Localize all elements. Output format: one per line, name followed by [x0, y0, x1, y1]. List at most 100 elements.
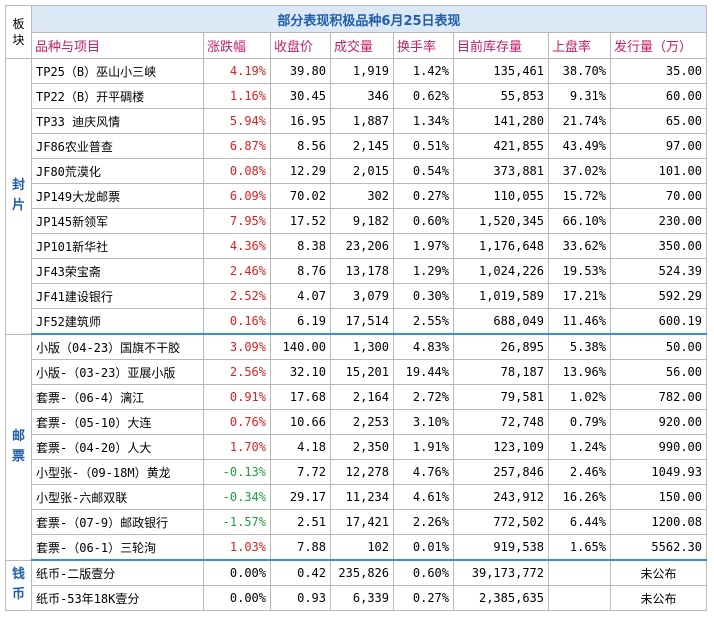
change-cell: 0.91%: [203, 384, 271, 410]
listing-rate-cell: 13.96%: [548, 359, 611, 385]
item-name-cell: TP22（B）开平碉楼: [31, 83, 204, 109]
volume-cell: 13,178: [330, 258, 394, 284]
listing-rate-cell: 17.21%: [548, 283, 611, 309]
header-stock: 目前库存量: [453, 32, 549, 59]
volume-cell: 17,421: [330, 509, 394, 535]
table-row: JP145新领军 7.95% 17.52 9,182 0.60% 1,520,345 66.…: [6, 208, 707, 234]
item-name-cell: 小型张-（09-18M）黄龙: [31, 459, 204, 485]
item-name-cell: 小型张-六邮双联: [31, 484, 204, 510]
listing-rate-cell: 16.26%: [548, 484, 611, 510]
change-cell: 1.03%: [203, 534, 271, 561]
change-cell: 2.52%: [203, 283, 271, 309]
change-cell: 1.16%: [203, 83, 271, 109]
turnover-cell: 1.91%: [393, 434, 454, 460]
sector-column-header: 板块: [5, 5, 32, 59]
issue-cell: 1200.08: [610, 509, 707, 535]
stock-cell: 39,173,772: [453, 559, 549, 586]
table-row: 纸币-53年18K壹分 0.00% 0.93 6,339 0.27% 2,385,635 未…: [6, 585, 707, 611]
close-price-cell: 0.42: [270, 559, 331, 586]
volume-cell: 1,887: [330, 108, 394, 134]
volume-cell: 3,079: [330, 283, 394, 309]
issue-cell: 990.00: [610, 434, 707, 460]
listing-rate-cell: 33.62%: [548, 233, 611, 259]
volume-cell: 2,253: [330, 409, 394, 435]
change-cell: 2.46%: [203, 258, 271, 284]
change-cell: 0.00%: [203, 559, 271, 586]
item-name-cell: JP101新华社: [31, 233, 204, 259]
listing-rate-cell: 1.02%: [548, 384, 611, 410]
item-name-cell: 套票-（07-9）邮政银行: [31, 509, 204, 535]
item-name-cell: JF52建筑师: [31, 308, 204, 335]
close-price-cell: 2.51: [270, 509, 331, 535]
turnover-cell: 0.27%: [393, 585, 454, 611]
item-name-cell: TP25（B）巫山小三峡: [31, 58, 204, 84]
volume-cell: 6,339: [330, 585, 394, 611]
listing-rate-cell: 15.72%: [548, 183, 611, 209]
listing-rate-cell: 19.53%: [548, 258, 611, 284]
turnover-cell: 0.30%: [393, 283, 454, 309]
issue-cell: 60.00: [610, 83, 707, 109]
table-row: 小型张-六邮双联 -0.34% 29.17 11,234 4.61% 243,912 16.…: [6, 484, 707, 510]
item-name-cell: 纸币-53年18K壹分: [31, 585, 204, 611]
turnover-cell: 0.51%: [393, 133, 454, 159]
volume-cell: 2,015: [330, 158, 394, 184]
volume-cell: 2,145: [330, 133, 394, 159]
close-price-cell: 7.72: [270, 459, 331, 485]
change-cell: 0.16%: [203, 308, 271, 335]
change-cell: 1.70%: [203, 434, 271, 460]
turnover-cell: 4.61%: [393, 484, 454, 510]
volume-cell: 9,182: [330, 208, 394, 234]
table-row: JF80荒漠化 0.08% 12.29 2,015 0.54% 373,881 37.02%…: [6, 158, 707, 184]
close-price-cell: 32.10: [270, 359, 331, 385]
close-price-cell: 8.76: [270, 258, 331, 284]
item-name-cell: 套票-（05-10）大连: [31, 409, 204, 435]
volume-cell: 11,234: [330, 484, 394, 510]
table-row: 小型张-（09-18M）黄龙 -0.13% 7.72 12,278 4.76% 257,8…: [6, 459, 707, 485]
turnover-cell: 4.83%: [393, 333, 454, 360]
stock-cell: 26,895: [453, 333, 549, 360]
change-cell: 0.08%: [203, 158, 271, 184]
turnover-cell: 0.60%: [393, 559, 454, 586]
volume-cell: 2,164: [330, 384, 394, 410]
listing-rate-cell: 5.38%: [548, 333, 611, 360]
change-cell: 2.56%: [203, 359, 271, 385]
header-close: 收盘价: [270, 32, 331, 59]
issue-cell: 65.00: [610, 108, 707, 134]
volume-cell: 23,206: [330, 233, 394, 259]
volume-cell: 15,201: [330, 359, 394, 385]
listing-rate-cell: 0.79%: [548, 409, 611, 435]
listing-rate-cell: 66.10%: [548, 208, 611, 234]
turnover-cell: 2.26%: [393, 509, 454, 535]
turnover-cell: 3.10%: [393, 409, 454, 435]
issue-cell: 782.00: [610, 384, 707, 410]
turnover-cell: 0.60%: [393, 208, 454, 234]
change-cell: -0.13%: [203, 459, 271, 485]
change-cell: -0.34%: [203, 484, 271, 510]
issue-cell: 70.00: [610, 183, 707, 209]
issue-cell: 920.00: [610, 409, 707, 435]
stock-cell: 373,881: [453, 158, 549, 184]
turnover-cell: 0.62%: [393, 83, 454, 109]
volume-cell: 346: [330, 83, 394, 109]
change-cell: 3.09%: [203, 333, 271, 360]
stock-cell: 55,853: [453, 83, 549, 109]
close-price-cell: 29.17: [270, 484, 331, 510]
change-cell: 4.36%: [203, 233, 271, 259]
stamp-market-table: 板块 部分表现积极品种6月25日表现 品种与项目 涨跌幅 收盘价 成交量 换手率 目前库存…: [5, 5, 707, 611]
close-price-cell: 16.95: [270, 108, 331, 134]
sector-label: 封片: [5, 58, 32, 335]
item-name-cell: 小版-（03-23）亚展小版: [31, 359, 204, 385]
close-price-cell: 8.56: [270, 133, 331, 159]
item-name-cell: JP145新领军: [31, 208, 204, 234]
stock-cell: 1,024,226: [453, 258, 549, 284]
turnover-cell: 1.97%: [393, 233, 454, 259]
table-row: TP33 迪庆风情 5.94% 16.95 1,887 1.34% 141,280 21.7…: [6, 108, 707, 134]
turnover-cell: 1.29%: [393, 258, 454, 284]
table-row: 套票-（06-1）三轮洵 1.03% 7.88 102 0.01% 919,538 1.65…: [6, 534, 707, 561]
item-name-cell: 套票-（04-20）人大: [31, 434, 204, 460]
change-cell: 6.87%: [203, 133, 271, 159]
item-name-cell: JP149大龙邮票: [31, 183, 204, 209]
issue-cell: 600.19: [610, 308, 707, 335]
volume-cell: 2,350: [330, 434, 394, 460]
close-price-cell: 70.02: [270, 183, 331, 209]
